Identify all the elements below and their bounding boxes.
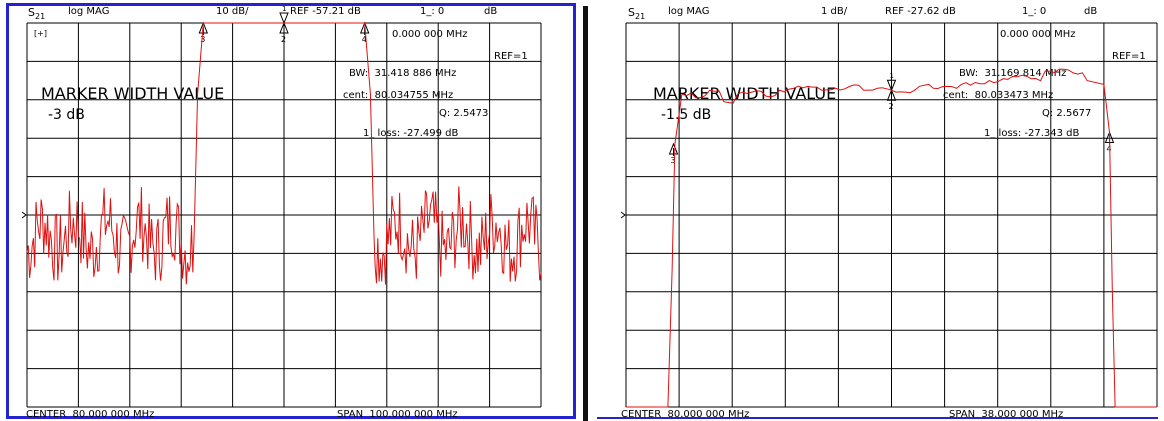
marker-label-ref: 1	[890, 72, 894, 80]
marker-label-ref: 1	[282, 5, 286, 13]
marker-label: 4	[362, 35, 367, 44]
series-trace	[26, 22, 542, 285]
ref-level-arrow	[21, 211, 27, 219]
header-param: S21	[628, 6, 645, 21]
readout-loss: 1_ loss: -27.499 dB	[363, 128, 459, 139]
chart-frame	[6, 3, 576, 419]
ref-arrow-glyph	[620, 211, 626, 219]
chart-panel-right: S21 log MAG 1 dB/ REF -27.62 dB 1_: 0 dB…	[591, 0, 1164, 421]
header-unit: dB	[1084, 6, 1097, 17]
marker-label: 2	[889, 102, 894, 111]
readout-freq: 0.000 000 MHz	[392, 29, 467, 40]
readout-freq: 0.000 000 MHz	[1000, 29, 1075, 40]
chart-svg-right: S21 log MAG 1 dB/ REF -27.62 dB 1_: 0 dB…	[620, 6, 1158, 420]
readout-q: Q: 2.5473	[439, 108, 488, 119]
chart-frame	[597, 3, 1158, 419]
readout-bw: BW: 31.418 886 MHz	[349, 68, 456, 79]
marker-triangle-ref	[279, 12, 289, 25]
width-value: -1.5 dB	[661, 107, 711, 123]
marker-label: 3	[200, 35, 205, 44]
header-format: log MAG	[68, 6, 109, 17]
header-marker-state: 1_: 0	[420, 6, 444, 17]
marker-label: 2	[281, 35, 286, 44]
readout-ref-marker: REF=1	[494, 51, 528, 62]
marker-label: 4	[1106, 144, 1111, 153]
chart-panel-left: S21 log MAG 10 dB/ REF -57.21 dB 1_: 0 d…	[6, 3, 576, 420]
overlay-title: MARKER WIDTH VALUE	[41, 84, 224, 103]
chart-svg-left: S21 log MAG 10 dB/ REF -57.21 dB 1_: 0 d…	[21, 5, 542, 420]
panel-divider	[583, 6, 588, 421]
readout-cent: cent: 80.034755 MHz	[343, 90, 453, 101]
readout-loss: 1_ loss: -27.343 dB	[984, 128, 1080, 139]
marker-label: 3	[671, 156, 676, 165]
width-value: -3 dB	[48, 107, 85, 123]
footer-center: CENTER 80.000 000 MHz	[621, 409, 749, 420]
readout-ref-marker: REF=1	[1112, 51, 1146, 62]
header-scale: 1 dB/	[821, 6, 848, 17]
marker-triangle-ref	[886, 79, 897, 92]
readout-q: Q: 2.5677	[1042, 108, 1091, 119]
header-format: log MAG	[668, 6, 709, 17]
footer-span: SPAN 38.000 000 MHz	[949, 409, 1063, 420]
box-label: [+]	[34, 29, 47, 38]
footer-span: SPAN 100.000 000 MHz	[337, 409, 458, 420]
header-scale: 10 dB/	[216, 6, 249, 17]
footer-center: CENTER 80.000 000 MHz	[26, 409, 154, 420]
plot-grid	[26, 22, 542, 408]
series-trace	[626, 68, 1157, 408]
ref-arrow-glyph	[21, 211, 27, 219]
header-ref: REF -57.21 dB	[290, 6, 361, 17]
ref-level-arrow	[620, 211, 626, 219]
header-param: S21	[28, 6, 45, 21]
readout-cent: cent: 80.033473 MHz	[943, 90, 1053, 101]
readout-bw: BW: 31.169 814 MHz	[959, 68, 1066, 79]
header-unit: dB	[484, 6, 497, 17]
header-marker-state: 1_: 0	[1022, 6, 1046, 17]
header-ref: REF -27.62 dB	[885, 6, 956, 17]
plot-grid	[625, 22, 1158, 408]
